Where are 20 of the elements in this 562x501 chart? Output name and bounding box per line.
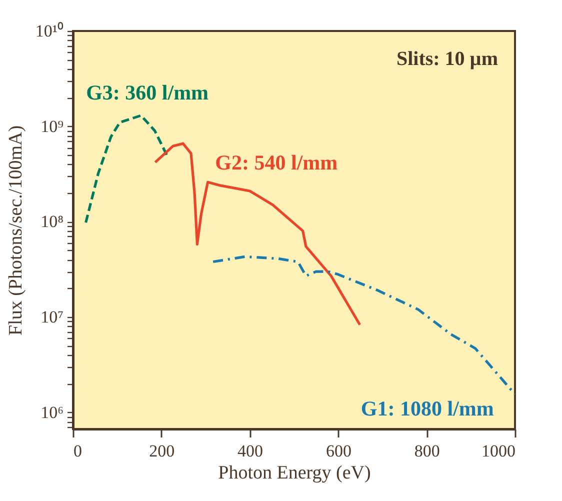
- y-tick-label: 10⁸: [40, 212, 64, 232]
- line-series: [212, 255, 515, 396]
- line-series: [154, 142, 362, 326]
- y-tick-label: 10⁹: [40, 116, 64, 136]
- y-axis-title: Flux (Photons/sec./100mA): [5, 125, 26, 336]
- x-tick-label: 600: [326, 442, 352, 460]
- x-axis-title: Photon Energy (eV): [218, 462, 371, 484]
- x-tick-label: 800: [414, 442, 440, 460]
- x-tick-label: 200: [149, 442, 175, 460]
- series-label: G3: 360 l/mm: [86, 80, 210, 104]
- series-label: G2: 540 l/mm: [215, 150, 338, 174]
- x-tick-label: 0: [74, 442, 82, 460]
- y-tick-label: 10¹⁰: [35, 22, 64, 40]
- annotation: Slits: 10 µm: [396, 48, 498, 70]
- y-tick-label: 10⁶: [40, 402, 64, 422]
- series-label: G1: 1080 l/mm: [360, 396, 494, 420]
- line-series: [84, 114, 170, 224]
- y-tick-label: 10⁷: [40, 308, 64, 327]
- x-tick-label: 1000: [482, 442, 516, 460]
- x-tick-label: 400: [238, 442, 264, 460]
